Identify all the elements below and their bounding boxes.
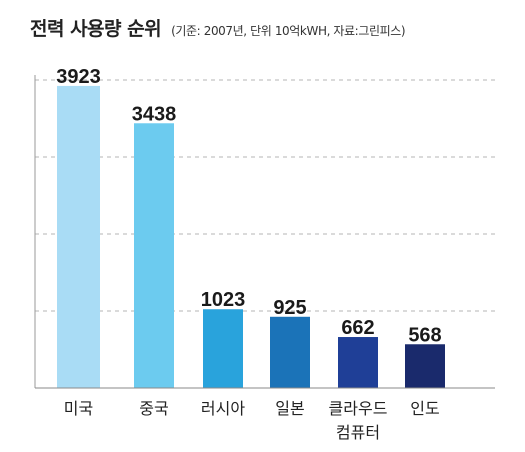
bar [57, 85, 100, 388]
bar [203, 309, 243, 388]
bar [270, 316, 310, 388]
bar [134, 123, 174, 389]
data-label: 3923 [56, 66, 101, 88]
data-label: 3438 [132, 103, 177, 125]
data-label: 662 [341, 317, 374, 339]
data-label: 568 [408, 324, 441, 346]
chart-header: 전력 사용량 순위 (기준: 2007년, 단위 10억kWH, 자료:그린피스… [30, 14, 406, 41]
chart-title: 전력 사용량 순위 [30, 18, 162, 40]
category-label: 인도 [410, 399, 439, 418]
data-label: 1023 [201, 289, 246, 311]
category-label: 미국 [64, 399, 93, 418]
data-label: 925 [273, 297, 306, 319]
chart-subtitle: (기준: 2007년, 단위 10억kWH, 자료:그린피스) [171, 24, 406, 38]
category-label: 컴퓨터 [336, 423, 380, 442]
category-label: 클라우드 [329, 399, 388, 418]
bar [405, 344, 445, 388]
category-label: 일본 [275, 399, 304, 418]
category-label: 중국 [139, 399, 168, 418]
bar [338, 337, 378, 388]
category-label: 러시아 [201, 399, 245, 418]
